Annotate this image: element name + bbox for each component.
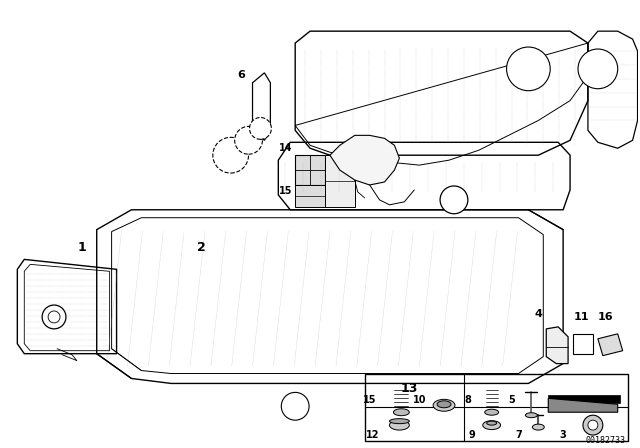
Text: 6: 6	[237, 70, 246, 80]
Text: 2: 2	[196, 241, 205, 254]
Text: 9: 9	[468, 430, 476, 440]
Ellipse shape	[390, 420, 410, 430]
Text: 3: 3	[291, 401, 299, 411]
Text: 5: 5	[508, 395, 515, 405]
Ellipse shape	[394, 409, 410, 416]
Polygon shape	[548, 398, 618, 412]
Text: 10: 10	[413, 395, 426, 405]
Bar	[295, 155, 325, 185]
Ellipse shape	[532, 424, 544, 430]
Ellipse shape	[433, 399, 455, 411]
Ellipse shape	[484, 409, 499, 415]
Text: 16: 16	[598, 312, 614, 322]
Text: 5: 5	[450, 195, 458, 205]
Text: 13: 13	[401, 382, 418, 395]
Circle shape	[235, 126, 262, 154]
Text: 8: 8	[245, 135, 252, 145]
Bar	[295, 185, 325, 207]
Bar	[325, 155, 355, 207]
Circle shape	[583, 415, 603, 435]
Circle shape	[213, 138, 248, 173]
Ellipse shape	[437, 401, 451, 408]
Text: 3: 3	[560, 430, 566, 440]
Ellipse shape	[483, 421, 500, 430]
Text: 4: 4	[534, 309, 542, 319]
Text: 15: 15	[278, 186, 292, 196]
Text: 8: 8	[465, 395, 471, 405]
Circle shape	[250, 117, 271, 139]
Polygon shape	[330, 135, 399, 185]
Circle shape	[440, 186, 468, 214]
Text: 12: 12	[366, 430, 380, 440]
Text: 9: 9	[227, 150, 234, 160]
Text: 14: 14	[278, 143, 292, 153]
Text: 11: 11	[573, 312, 589, 322]
Polygon shape	[598, 334, 623, 356]
Text: 00182733: 00182733	[586, 436, 626, 445]
Circle shape	[578, 49, 618, 89]
Bar	[365, 374, 628, 441]
Circle shape	[588, 420, 598, 430]
Text: 7: 7	[594, 64, 602, 74]
Text: 7: 7	[515, 430, 522, 440]
Text: 12: 12	[521, 64, 536, 74]
Ellipse shape	[486, 421, 497, 425]
Polygon shape	[547, 327, 568, 364]
Ellipse shape	[525, 413, 538, 418]
Circle shape	[507, 47, 550, 90]
Text: 1: 1	[77, 241, 86, 254]
Text: 10: 10	[253, 123, 268, 134]
Text: 15: 15	[363, 395, 376, 405]
Ellipse shape	[390, 419, 410, 424]
Circle shape	[282, 392, 309, 420]
Bar	[548, 395, 620, 403]
